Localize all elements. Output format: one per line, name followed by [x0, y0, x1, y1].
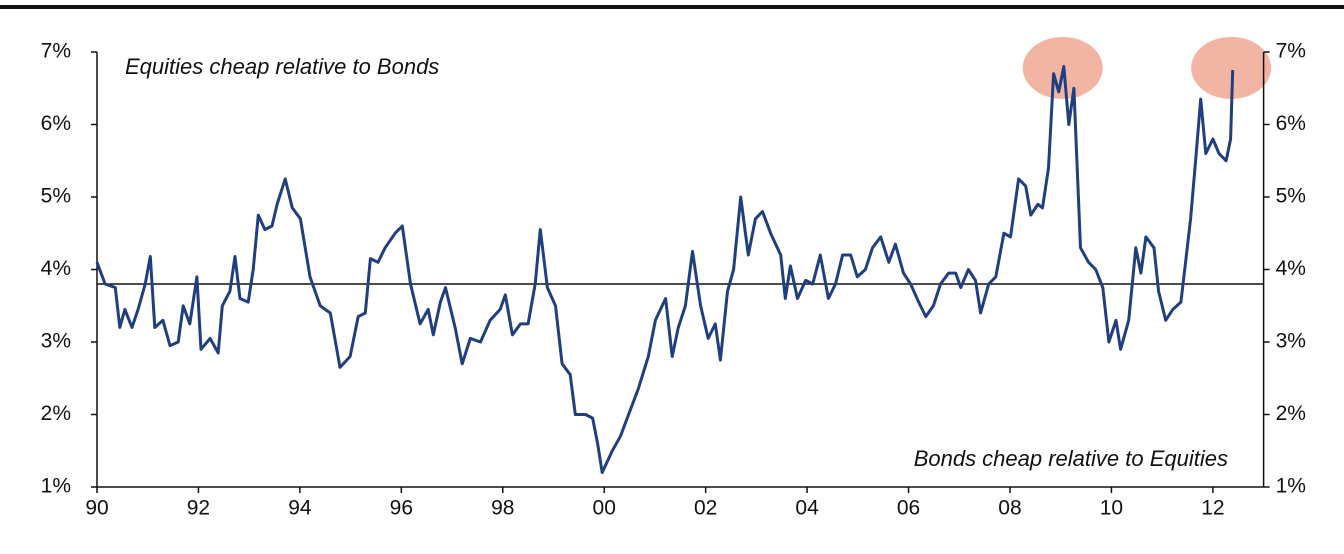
y2-tick-label: 2% [1276, 402, 1306, 425]
highlight [1191, 36, 1272, 99]
x-tick-label: 10 [1100, 497, 1123, 520]
x-tick-label: 08 [998, 497, 1021, 520]
y2-tick-label: 7% [1276, 40, 1306, 63]
x-tick-label: 94 [288, 497, 312, 520]
y-tick-label: 5% [41, 185, 71, 208]
y-tick-label: 2% [41, 402, 71, 425]
x-tick-label: 96 [390, 497, 413, 520]
x-tick-label: 06 [897, 497, 920, 520]
x-tick-label: 12 [1201, 497, 1224, 520]
y-tick-label: 6% [41, 112, 71, 135]
y-tick-label: 3% [41, 330, 71, 353]
y-tick-label: 7% [41, 40, 71, 63]
x-tick-label: 00 [593, 497, 616, 520]
y2-tick-label: 6% [1276, 112, 1306, 135]
y2-tick-label: 5% [1276, 185, 1306, 208]
annotation: Bonds cheap relative to Equities [914, 446, 1228, 471]
x-tick-label: 98 [491, 497, 514, 520]
annotation: Equities cheap relative to Bonds [125, 54, 439, 79]
y2-tick-label: 1% [1276, 475, 1306, 498]
y-tick-label: 4% [41, 257, 71, 280]
x-tick-label: 92 [187, 497, 210, 520]
x-tick-label: 04 [795, 497, 819, 520]
line-series [95, 65, 1235, 474]
x-tick-label: 02 [694, 497, 717, 520]
y2-tick-label: 4% [1276, 257, 1306, 280]
x-tick-label: 90 [85, 497, 108, 520]
y2-tick-label: 3% [1276, 330, 1306, 353]
y-tick-label: 1% [41, 475, 71, 498]
